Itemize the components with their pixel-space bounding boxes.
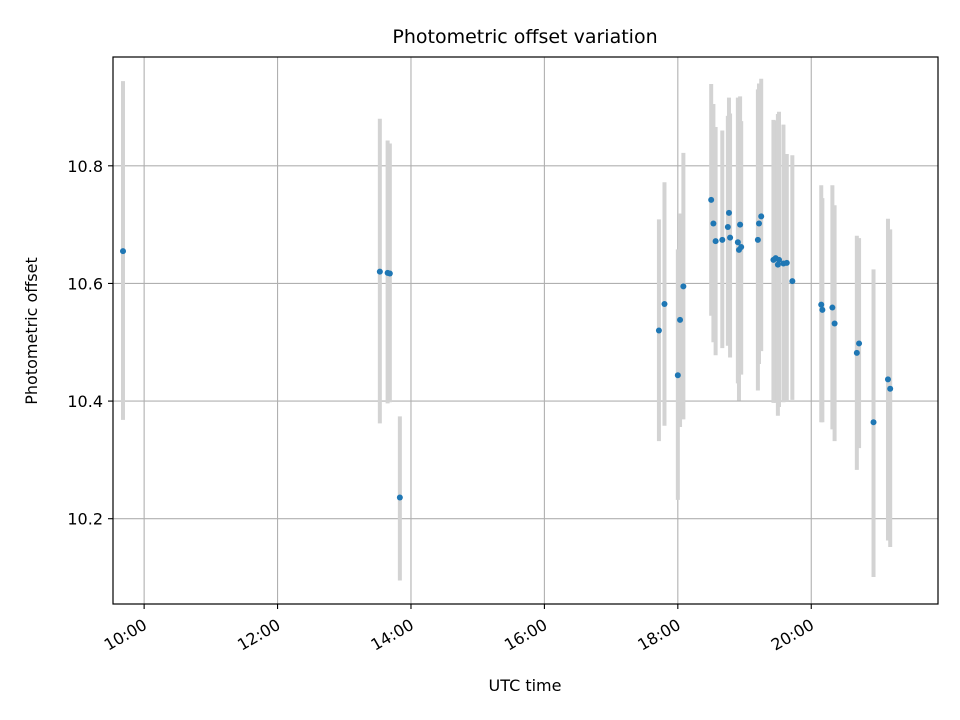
x-axis-label: UTC time bbox=[489, 676, 562, 695]
data-point bbox=[661, 301, 668, 308]
data-point bbox=[783, 259, 790, 266]
grid-lines bbox=[113, 57, 938, 604]
data-point bbox=[776, 256, 783, 263]
y-tick-label: 10.8 bbox=[67, 157, 103, 176]
data-point bbox=[674, 372, 681, 379]
data-point bbox=[680, 283, 687, 290]
data-point bbox=[376, 268, 383, 275]
data-point bbox=[655, 327, 662, 334]
data-point bbox=[754, 236, 761, 243]
y-axis-label: Photometric offset bbox=[22, 257, 41, 405]
data-point bbox=[708, 196, 715, 203]
data-point bbox=[719, 236, 726, 243]
data-point bbox=[727, 234, 734, 241]
data-point bbox=[710, 220, 717, 227]
data-point bbox=[819, 306, 826, 313]
data-point bbox=[789, 278, 796, 285]
data-point bbox=[396, 494, 403, 501]
y-axis-ticks: 10.2 10.4 10.6 10.8 bbox=[67, 157, 113, 529]
data-point bbox=[870, 419, 877, 426]
data-point bbox=[724, 223, 731, 230]
y-tick-label: 10.4 bbox=[67, 392, 103, 411]
plot-frame bbox=[112, 56, 939, 605]
data-point bbox=[818, 301, 825, 308]
chart-title: Photometric offset variation bbox=[392, 26, 657, 48]
data-point bbox=[831, 320, 838, 327]
data-point bbox=[829, 304, 836, 311]
data-point bbox=[738, 243, 745, 250]
data-point bbox=[884, 376, 891, 383]
data-point bbox=[856, 340, 863, 347]
y-tick-label: 10.2 bbox=[67, 510, 103, 529]
data-point bbox=[758, 213, 765, 220]
data-point bbox=[887, 385, 894, 392]
data-point bbox=[712, 238, 719, 245]
data-point bbox=[734, 239, 741, 246]
data-point bbox=[725, 209, 732, 216]
y-tick-label: 10.6 bbox=[67, 274, 103, 293]
data-point bbox=[120, 248, 127, 255]
data-point bbox=[386, 270, 393, 277]
data-point bbox=[853, 349, 860, 356]
data-point bbox=[677, 316, 684, 323]
data-point bbox=[774, 261, 781, 268]
data-point bbox=[755, 220, 762, 227]
data-points bbox=[120, 196, 894, 501]
data-point bbox=[737, 221, 744, 228]
